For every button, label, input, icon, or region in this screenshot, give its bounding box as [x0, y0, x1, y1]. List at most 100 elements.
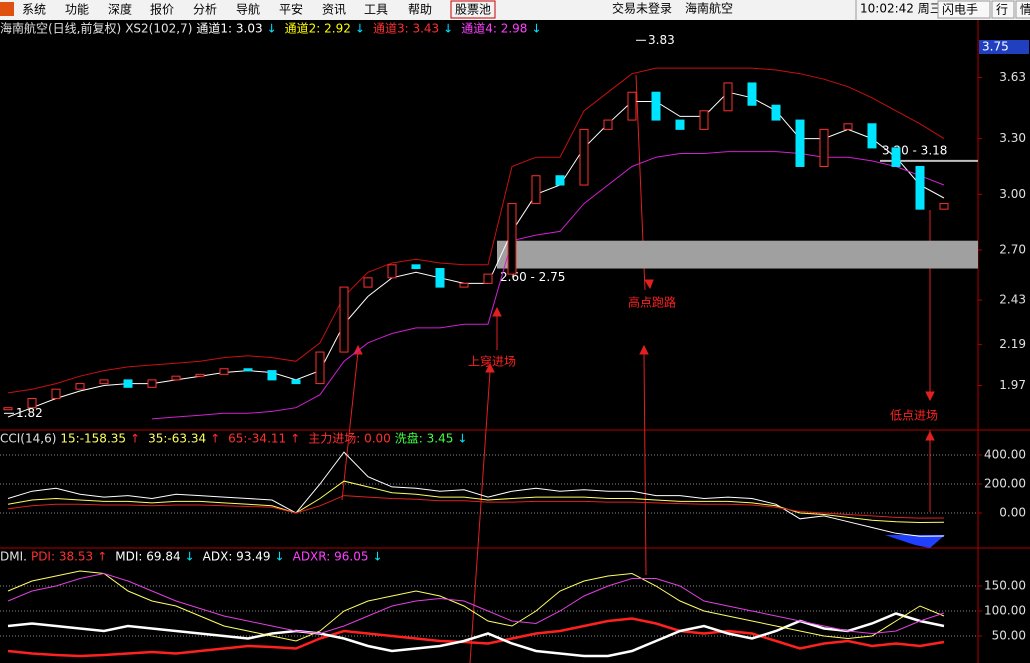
y-tick-label: 200.00: [984, 476, 1026, 490]
legend-entry: 35:-63.34: [148, 432, 206, 446]
menu-item[interactable]: 工具: [364, 3, 388, 17]
candle: [123, 379, 133, 388]
candle: [363, 277, 373, 288]
legend-entry: MDI: 69.84: [115, 550, 180, 564]
candle: [915, 165, 925, 210]
cursor-price: 3.75: [982, 40, 1009, 54]
legend-entry: 通道2: 2.92: [285, 22, 351, 36]
y-tick-label: 2.19: [999, 337, 1026, 351]
candle: [411, 264, 421, 270]
arrow-head: [925, 430, 935, 441]
legend-arrow: ↓: [267, 22, 277, 36]
legend-arrow: ↓: [185, 550, 195, 564]
series-line: [7, 91, 945, 418]
y-tick-label: 50.00: [992, 629, 1026, 643]
extreme-label: 1.82: [16, 406, 43, 420]
candle: [579, 128, 589, 186]
button[interactable]: 闪电手: [942, 3, 978, 17]
app-icon[interactable]: [0, 2, 14, 16]
panel-title: DMI.: [0, 550, 27, 564]
menu-item[interactable]: 导航: [236, 2, 260, 17]
indicator-name: XS2(102,7): [125, 22, 192, 36]
legend-entry: ADXR: 96.05: [293, 550, 369, 564]
candle: [507, 203, 517, 275]
legend-arrow: ↓: [531, 22, 541, 36]
candle: [243, 368, 253, 372]
menu-item[interactable]: 股票池: [455, 3, 491, 17]
candle: [147, 379, 157, 388]
y-tick-label: 3.00: [999, 187, 1026, 201]
annotation-arrows: [341, 74, 935, 663]
candle: [339, 286, 349, 353]
candle: [651, 91, 661, 121]
button[interactable]: 行: [996, 3, 1008, 17]
legend-arrow: ↑: [210, 432, 220, 446]
legend-arrow: ↓: [443, 22, 453, 36]
candle: [171, 375, 181, 381]
y-tick-label: 150.00: [984, 579, 1026, 593]
panel-title: CCI(14,6): [0, 432, 56, 446]
candle: [699, 110, 709, 130]
menu-item[interactable]: 资讯: [322, 3, 346, 17]
candle: [315, 351, 325, 385]
candle: [99, 379, 109, 385]
series-line: [7, 572, 945, 635]
candle: [291, 379, 301, 385]
legend-arrow: ↓: [457, 432, 467, 446]
series-line: [7, 67, 945, 394]
legend-entry: 15:-158.35: [60, 432, 126, 446]
legend-entry: 65:-34.11: [228, 432, 286, 446]
legend-arrow: ↑: [130, 432, 140, 446]
menu-item-box: [450, 0, 496, 19]
candle: [795, 119, 805, 167]
status-text: 海南航空: [685, 1, 733, 16]
arrow-head: [485, 362, 495, 373]
legend-entry: 通道1: 3.03: [196, 22, 262, 36]
annotation: 上穿进场: [468, 354, 516, 369]
menu-item[interactable]: 深度: [108, 2, 132, 17]
candle: [819, 128, 829, 167]
legend-entry: 通道4: 2.98: [461, 22, 527, 36]
menu-item[interactable]: 帮助: [408, 3, 432, 17]
candle: [531, 175, 541, 205]
candle: [75, 383, 85, 390]
menu-item[interactable]: 报价: [150, 2, 174, 17]
menu-item[interactable]: 分析: [193, 3, 217, 17]
menu-item[interactable]: 平安: [279, 2, 303, 17]
menu: 系统 功能 深度 报价 分析 导航 平安 资讯 工具 帮助 股票池 交易未登录 海南航空 10:02:42…: [22, 0, 1030, 20]
button-box: [1015, 0, 1030, 19]
arrow-head: [925, 391, 935, 402]
cursor-price-box: [979, 40, 1029, 54]
candle: [267, 370, 277, 381]
legend-arrow: ↓: [275, 550, 285, 564]
arrow: [469, 371, 491, 663]
series-line: [7, 617, 945, 658]
series-line: [7, 570, 945, 642]
arrow: [341, 351, 359, 501]
candle: [891, 147, 901, 167]
legend-entry: 通道3: 3.43: [373, 22, 439, 36]
legend-arrow: ↓: [355, 22, 365, 36]
y-tick-label: 2.43: [999, 293, 1026, 307]
price-zone: [497, 240, 978, 269]
wash-area: [885, 535, 945, 548]
y-tick-label: 3.63: [999, 70, 1026, 84]
series-line: [7, 451, 945, 537]
button[interactable]: 情: [1020, 3, 1030, 17]
y-tick-label: 100.00: [984, 604, 1026, 618]
legend-arrow: ↑: [97, 550, 107, 564]
candle: [627, 91, 637, 121]
y-tick-label: 2.70: [999, 242, 1026, 256]
extreme-label: 3.83: [648, 33, 675, 47]
arrow-head: [639, 344, 649, 355]
arrow-head: [492, 306, 502, 317]
candle: [843, 123, 853, 130]
menu-item[interactable]: 系统: [22, 3, 46, 17]
legend-entry: ADX: 93.49: [203, 550, 271, 564]
y-tick-label: 3.30: [999, 131, 1026, 145]
menu-item[interactable]: 功能: [65, 3, 89, 17]
y-tick-label: 400.00: [984, 447, 1026, 461]
menu-bar: [0, 0, 1030, 20]
